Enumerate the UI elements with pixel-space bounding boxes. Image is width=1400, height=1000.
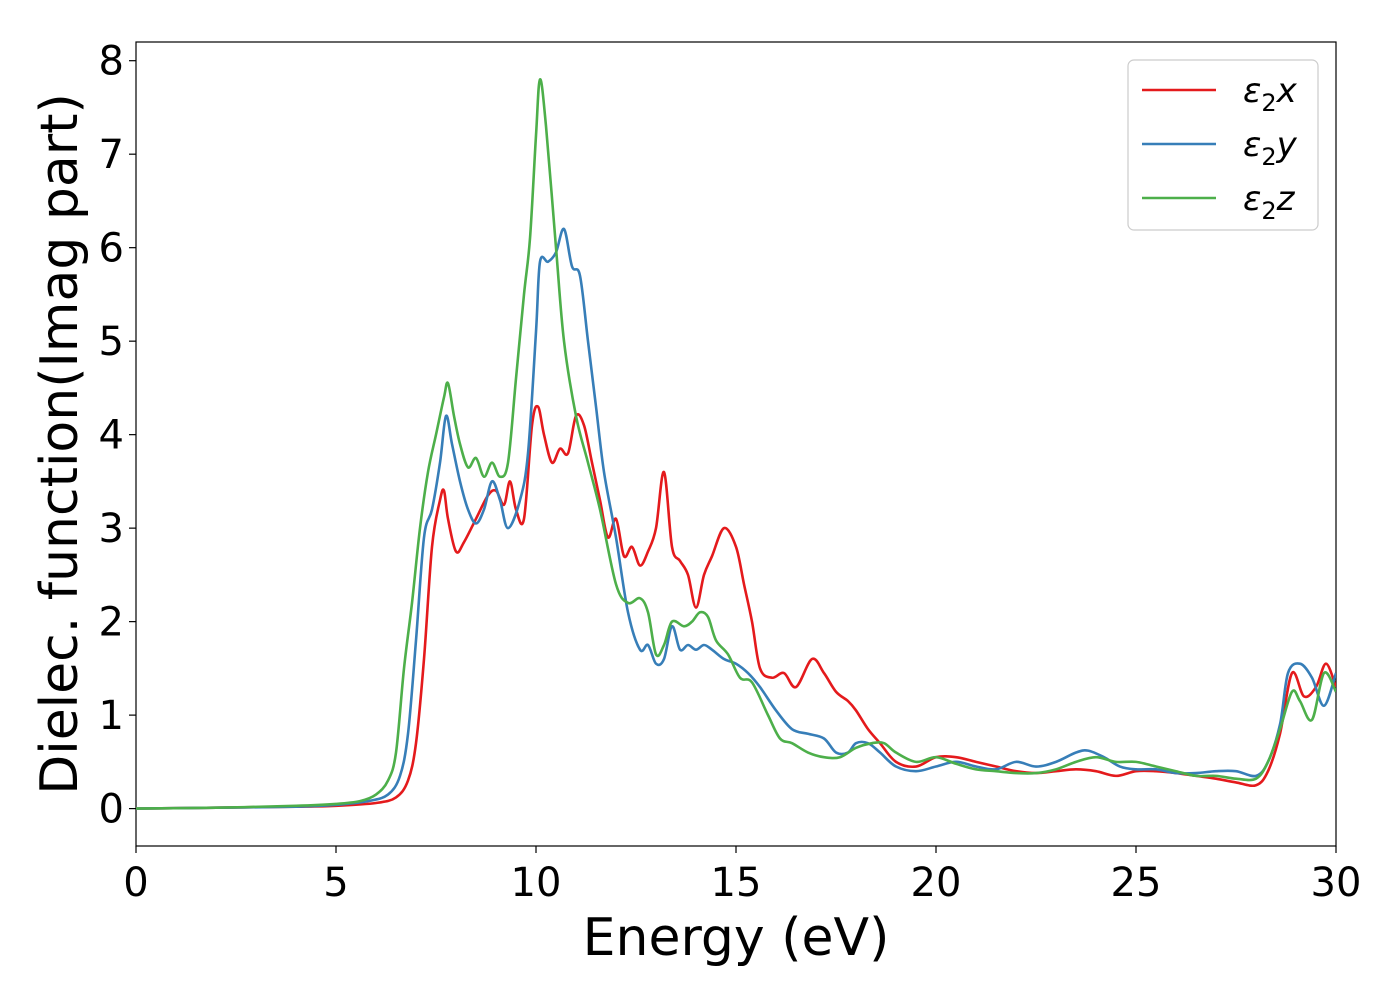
x-tick-label: 20 xyxy=(911,860,962,906)
y-tick-label: 2 xyxy=(99,600,124,646)
x-tick-label: 25 xyxy=(1111,860,1162,906)
y-tick-label: 1 xyxy=(99,693,124,739)
x-tick-label: 5 xyxy=(323,860,348,906)
x-axis-ticks: 0 5 10 15 20 25 30 xyxy=(123,846,1361,906)
series-line-1 xyxy=(136,404,1336,810)
x-tick-label: 15 xyxy=(711,860,762,906)
x-axis-title: Energy (eV) xyxy=(583,908,890,968)
x-tick-label: 10 xyxy=(511,860,562,906)
x-tick-label: 30 xyxy=(1311,860,1362,906)
legend: ε2x ε2y ε2z xyxy=(1127,59,1319,231)
legend-label-1: ε2x xyxy=(1243,71,1298,117)
y-tick-label: 0 xyxy=(99,787,124,833)
legend-label-3: ε2z xyxy=(1243,179,1296,225)
plot-area xyxy=(136,78,1336,810)
x-tick-label: 0 xyxy=(123,860,148,906)
series-line-3 xyxy=(136,78,1336,810)
y-tick-label: 4 xyxy=(99,413,124,459)
y-axis-title: Dielec. function(Imag part) xyxy=(30,93,90,795)
y-tick-label: 7 xyxy=(99,132,124,178)
y-tick-label: 6 xyxy=(99,226,124,272)
legend-label-2: ε2y xyxy=(1243,125,1298,171)
y-tick-label: 8 xyxy=(99,39,124,85)
y-tick-label: 3 xyxy=(99,506,124,552)
legend-box xyxy=(1127,59,1319,231)
series-line-2 xyxy=(136,227,1336,810)
y-axis-ticks: 0 1 2 3 4 5 6 7 8 xyxy=(99,39,136,833)
y-tick-label: 5 xyxy=(99,319,124,365)
